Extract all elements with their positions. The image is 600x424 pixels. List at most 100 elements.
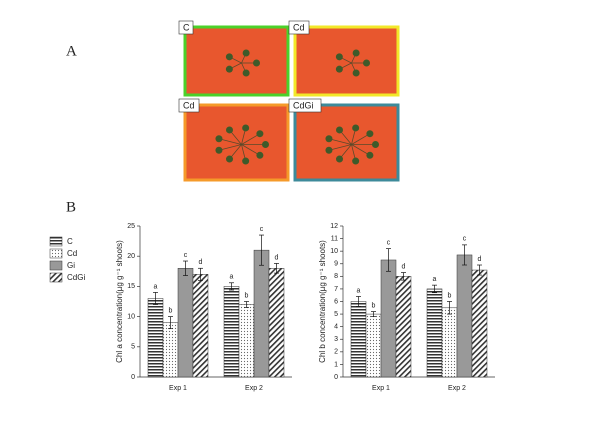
plant-leaf bbox=[335, 53, 343, 61]
plant-leaf bbox=[336, 155, 343, 163]
significance-letter: b bbox=[372, 302, 376, 309]
plant-leaf bbox=[225, 65, 233, 73]
plant-stem bbox=[241, 133, 261, 145]
bar bbox=[350, 301, 367, 378]
y-tick-label: 2 bbox=[334, 349, 338, 356]
significance-letter: c bbox=[463, 236, 467, 243]
y-tick-label: 12 bbox=[330, 223, 338, 230]
y-tick-label: 4 bbox=[334, 324, 338, 331]
plant-stem bbox=[218, 144, 242, 151]
significance-letter: a bbox=[230, 274, 234, 281]
photo-grid: C Cd Cd CdGi bbox=[178, 20, 400, 182]
plant-leaf bbox=[336, 126, 343, 134]
plant-stem bbox=[351, 133, 371, 145]
plant-stem bbox=[328, 144, 352, 151]
legend-label: CdGi bbox=[67, 273, 85, 282]
y-tick-label: 5 bbox=[131, 344, 135, 351]
significance-letter: c bbox=[387, 239, 391, 246]
y-tick-label: 5 bbox=[334, 311, 338, 318]
plant-leaf bbox=[215, 146, 223, 154]
plant-leaf bbox=[352, 49, 360, 57]
bar bbox=[192, 274, 209, 378]
y-tick-label: 8 bbox=[334, 273, 338, 280]
photo-label-box bbox=[288, 98, 322, 113]
plant-leaf bbox=[352, 69, 360, 77]
panel-label: A bbox=[66, 43, 77, 59]
plant-leaf bbox=[262, 141, 269, 148]
plant-leaf bbox=[366, 151, 374, 159]
plant-stem bbox=[241, 144, 261, 156]
photo-label-box bbox=[178, 20, 194, 35]
y-axis-label: Chl b concentration(µg g⁻¹ shoots) bbox=[318, 240, 327, 363]
plant-leaf bbox=[352, 124, 360, 132]
y-tick-label: 0 bbox=[334, 374, 338, 381]
y-axis-label: Chl a concentration(µg g⁻¹ shoots) bbox=[115, 240, 124, 363]
x-tick-label: Exp 1 bbox=[169, 385, 187, 392]
y-tick-label: 1 bbox=[334, 361, 338, 368]
plant-leaf bbox=[242, 157, 250, 165]
photo-label: CdGi bbox=[293, 100, 314, 110]
photo-label: Cd bbox=[183, 100, 195, 110]
plant-leaf bbox=[256, 151, 264, 159]
significance-letter: a bbox=[433, 276, 437, 283]
significance-letter: b bbox=[245, 292, 249, 299]
plant-leaf bbox=[325, 135, 333, 143]
bar bbox=[380, 259, 397, 378]
bar bbox=[426, 288, 443, 378]
photo-label: Cd bbox=[293, 22, 305, 32]
legend-label: Cd bbox=[67, 249, 77, 258]
y-tick-label: 7 bbox=[334, 286, 338, 293]
x-tick-label: Exp 1 bbox=[372, 385, 390, 392]
y-tick-label: 11 bbox=[331, 235, 338, 242]
photo bbox=[183, 25, 290, 97]
plant-leaf bbox=[352, 157, 360, 165]
x-tick-label: Exp 2 bbox=[245, 385, 263, 392]
bar bbox=[456, 254, 473, 378]
y-tick-label: 10 bbox=[330, 248, 338, 255]
significance-letter: b bbox=[448, 292, 452, 299]
bar bbox=[223, 286, 240, 378]
plant-leaf bbox=[226, 126, 233, 134]
significance-letter: d bbox=[402, 263, 406, 270]
bar bbox=[441, 307, 458, 378]
significance-letter: a bbox=[154, 283, 158, 290]
bar bbox=[147, 298, 164, 378]
significance-letter: c bbox=[184, 252, 188, 259]
plant-leaf bbox=[242, 124, 250, 132]
y-tick-label: 0 bbox=[131, 374, 135, 381]
legend-label: Gi bbox=[67, 261, 75, 270]
plant-leaf bbox=[242, 49, 250, 57]
plant-leaf bbox=[335, 65, 343, 73]
significance-letter: d bbox=[275, 254, 279, 261]
y-tick-label: 6 bbox=[334, 298, 338, 305]
significance-letter: a bbox=[357, 287, 361, 294]
y-tick-label: 3 bbox=[334, 336, 338, 343]
legend-label: C bbox=[67, 237, 73, 246]
x-tick-label: Exp 2 bbox=[448, 385, 466, 392]
significance-letter: b bbox=[169, 307, 173, 314]
y-tick-label: 10 bbox=[127, 313, 135, 320]
plant-leaf bbox=[253, 59, 260, 67]
plant-leaf bbox=[256, 130, 264, 138]
y-tick-label: 15 bbox=[127, 283, 135, 290]
photo-label-box bbox=[178, 98, 200, 113]
plant-leaf bbox=[325, 146, 333, 154]
photo-label: C bbox=[183, 22, 190, 32]
plant-stem bbox=[328, 138, 352, 145]
significance-letter: d bbox=[478, 256, 482, 263]
legend-swatch bbox=[49, 272, 63, 283]
plant-leaf bbox=[242, 69, 250, 77]
bar bbox=[395, 276, 412, 378]
significance-letter: c bbox=[260, 226, 264, 233]
panel-label: B bbox=[66, 199, 76, 215]
plant-leaf bbox=[225, 53, 233, 61]
plant-stem bbox=[351, 144, 371, 156]
photo-label-box bbox=[288, 20, 310, 35]
legend-swatch bbox=[49, 260, 63, 271]
charts: Chl a concentration(µg g⁻¹ shoots)051015… bbox=[115, 223, 495, 392]
bar bbox=[268, 268, 285, 378]
y-tick-label: 25 bbox=[127, 223, 135, 230]
plant-leaf bbox=[226, 155, 233, 163]
